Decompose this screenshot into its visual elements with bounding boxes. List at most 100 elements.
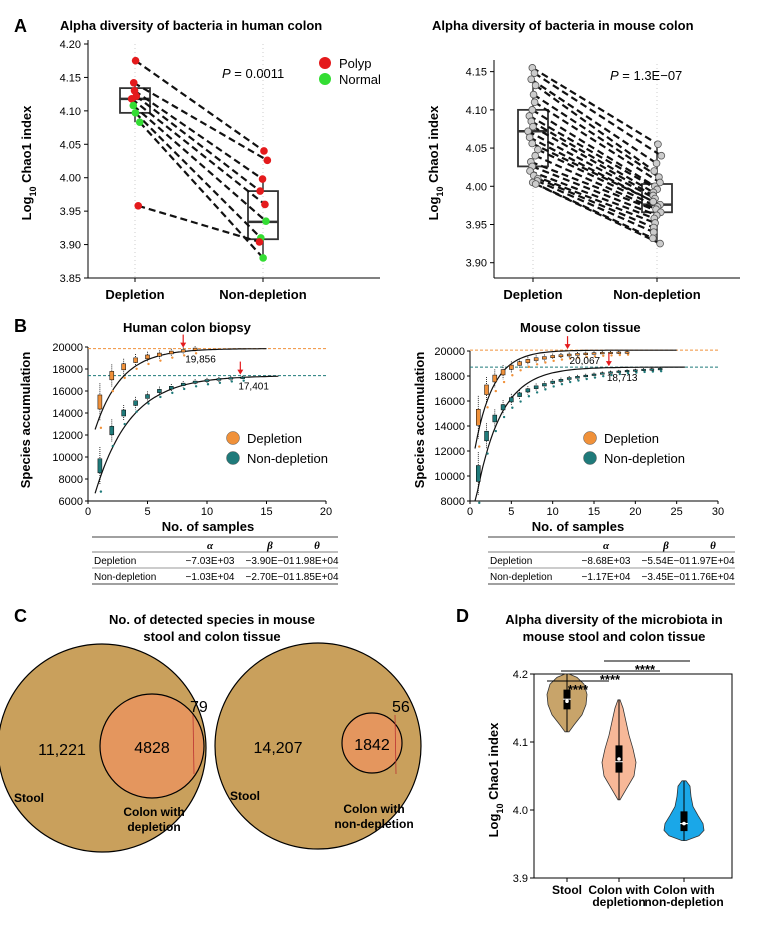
box bbox=[641, 368, 646, 371]
data-point bbox=[657, 151, 666, 160]
table-header: α bbox=[207, 540, 214, 552]
y-tick-label: 12000 bbox=[434, 446, 465, 458]
table-cell: −7.03E+03 bbox=[186, 556, 235, 567]
y-tick-label: 16000 bbox=[52, 386, 83, 398]
violin-box bbox=[680, 811, 688, 832]
chart-title-line1: No. of detected species in mouse bbox=[109, 612, 315, 627]
data-point bbox=[134, 201, 143, 210]
data-point bbox=[255, 238, 264, 246]
outlier-point bbox=[577, 379, 580, 382]
box bbox=[476, 465, 481, 482]
y-tick-label: 18000 bbox=[52, 364, 83, 376]
data-point bbox=[649, 234, 657, 243]
data-point bbox=[261, 200, 269, 209]
box bbox=[216, 378, 222, 381]
box bbox=[533, 357, 539, 361]
data-point bbox=[656, 178, 664, 187]
chart-title: Alpha diversity of bacteria in mouse col… bbox=[432, 18, 694, 33]
outlier-point bbox=[486, 406, 489, 409]
y-tick-label: 10000 bbox=[52, 452, 83, 464]
box bbox=[192, 380, 198, 384]
pair-line bbox=[532, 93, 660, 179]
x-category-label: Depletion bbox=[105, 287, 164, 302]
venn-tissue-label-2: non-depletion bbox=[334, 817, 413, 831]
panel-label-d: D bbox=[456, 606, 469, 626]
data-point bbox=[531, 81, 540, 90]
chart-title: Alpha diversity of bacteria in human col… bbox=[60, 18, 322, 33]
x-tick-label: 25 bbox=[671, 506, 683, 518]
outlier-point bbox=[577, 356, 580, 359]
outlier-point bbox=[494, 429, 497, 433]
venn-overlap-count: 1842 bbox=[354, 737, 390, 754]
box bbox=[525, 359, 531, 363]
chart-title: Human colon biopsy bbox=[123, 320, 252, 335]
pair-line bbox=[530, 78, 658, 165]
table-header: θ bbox=[710, 540, 716, 552]
venn-leader-line bbox=[192, 714, 195, 775]
box bbox=[180, 349, 186, 353]
data-point bbox=[528, 106, 536, 114]
box bbox=[169, 350, 174, 355]
significance-label: **** bbox=[600, 672, 621, 687]
outlier-point bbox=[585, 355, 588, 359]
box bbox=[204, 379, 210, 382]
y-tick-label: 3.9 bbox=[513, 873, 528, 885]
outlier-point bbox=[502, 380, 506, 384]
y-tick-label: 4.10 bbox=[466, 105, 487, 117]
box bbox=[624, 351, 630, 354]
outlier-point bbox=[99, 426, 103, 430]
outlier-point bbox=[544, 388, 547, 391]
table-header: α bbox=[603, 540, 610, 552]
y-tick-label: 12000 bbox=[52, 430, 83, 442]
pair-line bbox=[534, 84, 655, 172]
x-tick-label: 15 bbox=[260, 506, 272, 518]
data-point bbox=[656, 239, 664, 248]
box bbox=[192, 347, 198, 351]
y-tick-label: 4.1 bbox=[513, 737, 528, 749]
data-point bbox=[654, 140, 662, 149]
panel-label-c: C bbox=[14, 606, 27, 626]
chart-mouse-colon-alpha: Alpha diversity of bacteria in mouse col… bbox=[426, 18, 740, 302]
venn-stool-only-count: 11,221 bbox=[38, 742, 86, 759]
pair-line bbox=[132, 104, 267, 223]
outlier-point bbox=[552, 385, 555, 388]
x-category-label: Non-depletion bbox=[613, 287, 700, 302]
data-point bbox=[127, 95, 136, 103]
arrow-head bbox=[237, 369, 244, 375]
plot-frame bbox=[533, 673, 733, 879]
outlier-point bbox=[569, 380, 572, 384]
pair-line bbox=[530, 160, 662, 214]
venn-tissue-label-1: Colon with bbox=[343, 802, 404, 816]
outlier-point bbox=[602, 354, 605, 357]
table-cell: Depletion bbox=[94, 556, 136, 567]
panel-label-a: A bbox=[14, 16, 27, 36]
outlier-point bbox=[560, 383, 564, 386]
box bbox=[583, 374, 588, 378]
box bbox=[97, 458, 103, 474]
venn-stool-only-count: 14,207 bbox=[254, 740, 303, 757]
table-cell: Non-depletion bbox=[94, 572, 156, 583]
outlier-point bbox=[111, 444, 115, 448]
legend-label: Polyp bbox=[339, 56, 372, 71]
box bbox=[484, 384, 489, 395]
box bbox=[533, 385, 539, 389]
box bbox=[145, 354, 150, 360]
venn-tissue-label-2: depletion bbox=[127, 820, 180, 834]
box bbox=[525, 388, 531, 393]
venn-tissue-circle bbox=[341, 712, 403, 774]
outlier-point bbox=[159, 395, 162, 399]
y-tick-label: 4.00 bbox=[466, 181, 487, 193]
data-point bbox=[531, 180, 540, 188]
table-cell: 1.97E+04 bbox=[691, 556, 735, 567]
table-cell: −5.54E−01 bbox=[642, 556, 691, 567]
legend-marker bbox=[226, 431, 240, 445]
y-tick-label: 3.95 bbox=[466, 220, 487, 232]
data-point bbox=[129, 78, 138, 87]
x-tick-label: 20 bbox=[320, 506, 332, 518]
table-cell: −3.45E−01 bbox=[642, 572, 691, 583]
y-tick-label: 4.10 bbox=[60, 106, 81, 118]
outlier-point bbox=[183, 387, 186, 391]
box bbox=[550, 355, 555, 359]
chart-human-colon-alpha: Alpha diversity of bacteria in human col… bbox=[19, 18, 381, 302]
box bbox=[608, 371, 613, 374]
